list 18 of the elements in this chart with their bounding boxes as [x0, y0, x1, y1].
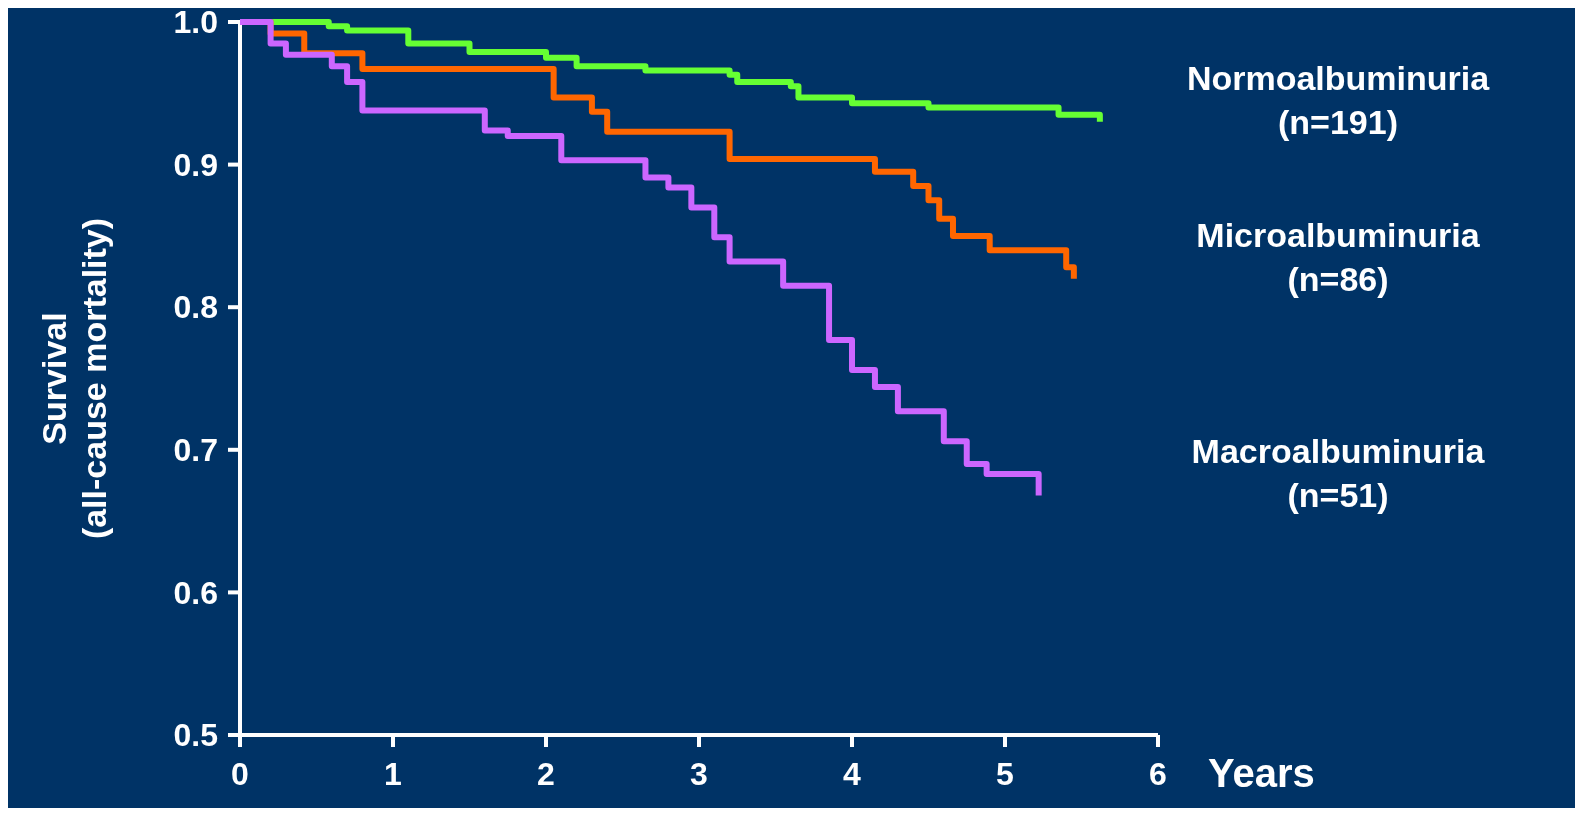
text: Normoalbuminuria (n=191): [1186, 58, 1491, 141]
x-tick-label: 0: [231, 756, 249, 792]
x-tick-label: 5: [996, 756, 1014, 792]
x-tick-label: 4: [843, 756, 862, 792]
y-tick-label: 0.9: [173, 146, 218, 183]
x-tick-label: 3: [690, 756, 708, 792]
text: Macroalbuminuria (n=51): [1191, 432, 1486, 515]
x-axis-title: Years: [1208, 751, 1315, 795]
text: Microalbuminuria (n=86): [1196, 215, 1481, 298]
x-tick-label: 2: [537, 756, 555, 792]
y-axis-title: Survival (all-cause mortality): [35, 217, 113, 540]
y-tick-label: 0.8: [173, 289, 218, 326]
x-tick-label: 6: [1149, 756, 1167, 792]
y-tick-label: 0.7: [173, 432, 218, 468]
y-tick-label: 1.0: [173, 4, 218, 41]
y-tick-label: 0.5: [173, 717, 218, 754]
y-tick-label: 0.6: [173, 574, 218, 611]
x-tick-label: 1: [384, 756, 402, 792]
